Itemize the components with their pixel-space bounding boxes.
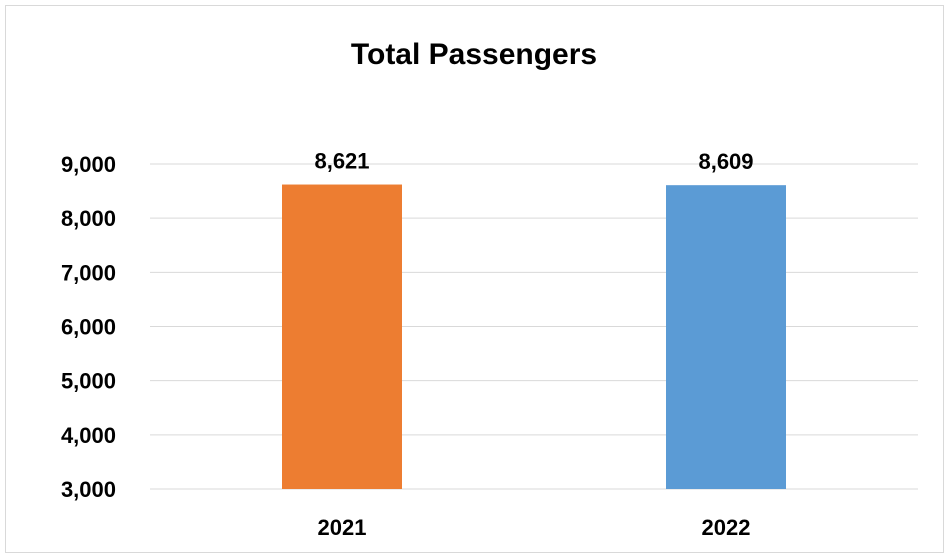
bar-2022 <box>666 185 786 489</box>
y-tick-label: 4,000 <box>61 423 116 448</box>
y-tick-label: 7,000 <box>61 260 116 285</box>
bars <box>282 184 786 489</box>
y-axis-ticks: 3,000 4,000 5,000 6,000 7,000 8,000 9,000 <box>61 152 116 502</box>
chart-title: Total Passengers <box>351 38 597 71</box>
y-tick-label: 5,000 <box>61 369 116 394</box>
gridlines <box>150 163 918 490</box>
data-labels: 8,621 8,609 <box>314 149 753 175</box>
data-label-2021: 8,621 <box>314 149 369 174</box>
x-category-label: 2022 <box>702 515 751 540</box>
y-tick-label: 8,000 <box>61 206 116 231</box>
x-axis-categories: 2021 2022 <box>318 515 751 540</box>
chart-frame <box>5 5 944 553</box>
y-tick-label: 6,000 <box>61 315 116 340</box>
x-category-label: 2021 <box>318 515 367 540</box>
data-label-2022: 8,609 <box>698 149 753 174</box>
bar-2021 <box>282 184 402 489</box>
y-tick-label: 9,000 <box>61 152 116 177</box>
y-tick-label: 3,000 <box>61 477 116 502</box>
